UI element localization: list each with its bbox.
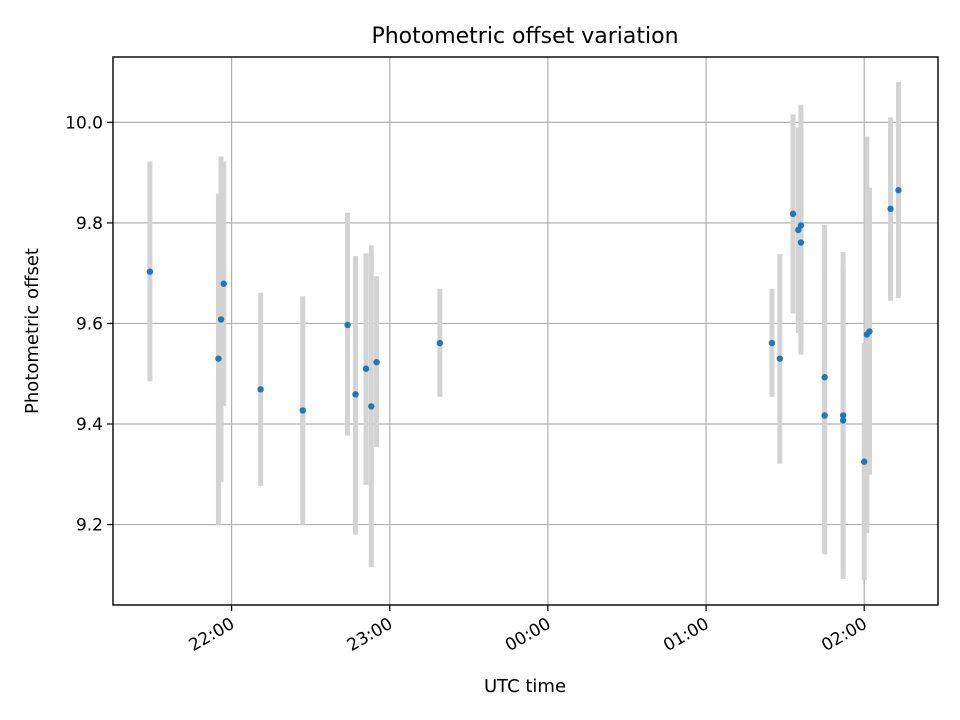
y-tick-label: 9.6	[76, 314, 103, 334]
data-point	[344, 321, 351, 329]
x-tick-label: 00:00	[502, 614, 554, 656]
y-axis-label: Photometric offset	[22, 248, 43, 414]
plot-area	[112, 56, 939, 606]
chart-title: Photometric offset variation	[371, 24, 678, 49]
data-point	[217, 316, 225, 323]
data-point	[797, 222, 805, 229]
data-point	[797, 239, 805, 246]
x-tick-label: 22:00	[186, 614, 238, 656]
x-axis: 22:00 23:00 00:00 01:00 02:00	[186, 605, 871, 656]
data-point	[821, 374, 828, 381]
data-point	[352, 391, 359, 398]
data-point	[368, 403, 375, 410]
data-point	[362, 365, 370, 372]
y-tick-label: 9.2	[76, 516, 103, 536]
data-point	[895, 187, 902, 194]
x-tick-label: 01:00	[660, 614, 712, 656]
error-bars	[147, 82, 901, 581]
data-point	[768, 339, 776, 347]
data-point	[436, 339, 444, 347]
data-point	[373, 358, 380, 366]
data-point	[776, 355, 784, 362]
data-point	[887, 205, 894, 213]
data-point	[821, 412, 828, 419]
y-tick-label: 9.8	[76, 214, 103, 234]
data-point	[839, 417, 847, 424]
data-points	[146, 187, 902, 465]
y-axis: 9.2 9.4 9.6 9.8 10.0	[65, 113, 113, 536]
data-point	[257, 386, 264, 393]
data-point	[215, 355, 222, 362]
data-point	[866, 328, 873, 335]
y-tick-label: 10.0	[65, 113, 103, 133]
x-tick-label: 02:00	[818, 614, 870, 656]
data-point	[839, 412, 847, 419]
data-point	[220, 280, 227, 287]
y-tick-label: 9.4	[76, 415, 103, 435]
data-point	[299, 407, 306, 414]
grid	[113, 57, 938, 605]
data-point	[789, 210, 797, 218]
x-axis-label: UTC time	[484, 676, 566, 697]
data-point	[860, 458, 868, 465]
x-tick-label: 23:00	[344, 614, 396, 656]
data-point	[146, 268, 154, 275]
